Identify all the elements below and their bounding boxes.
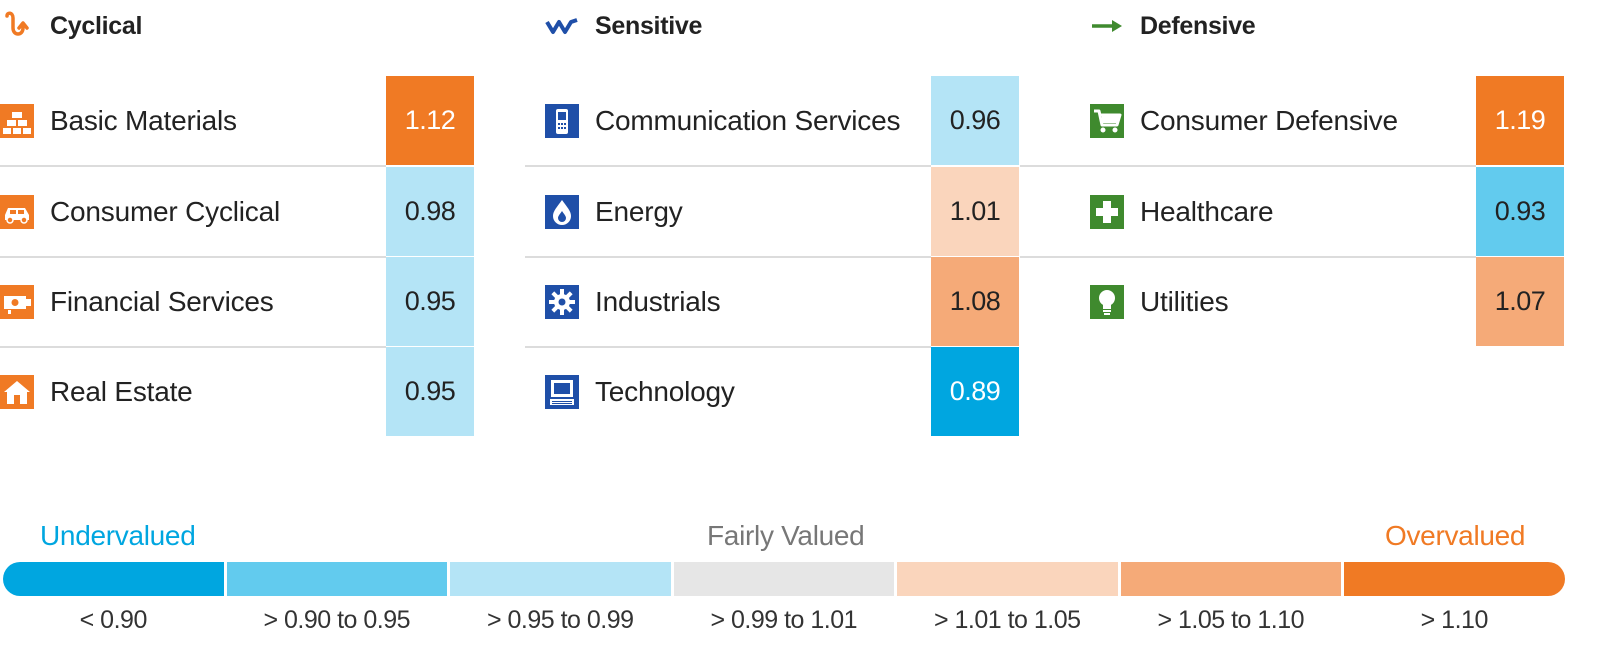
sector-row-healthcare: Healthcare (1090, 167, 1274, 257)
phone-icon (545, 104, 579, 138)
valuation-value: 0.96 (931, 76, 1019, 165)
light-bulb-icon (1090, 285, 1124, 319)
sector-row-real-estate: Real Estate (0, 347, 193, 437)
valuation-value: 1.08 (931, 257, 1019, 346)
cyclical-wave-icon (0, 8, 34, 44)
legend-band (897, 562, 1118, 596)
sector-row-industrials: Industrials (545, 257, 721, 347)
legend-band-label: > 1.10 (1420, 606, 1489, 634)
valuation-value: 0.89 (931, 347, 1019, 436)
valuation-value: 0.95 (386, 257, 474, 346)
legend-band (673, 562, 894, 596)
legend-band (226, 562, 447, 596)
sector-name: Consumer Defensive (1140, 105, 1398, 136)
valuation-value: 1.19 (1476, 76, 1564, 165)
row-divider (0, 346, 386, 348)
legend-band-label: > 0.95 to 0.99 (486, 606, 634, 634)
valuation-value: 1.12 (386, 76, 474, 165)
sector-row-communication-services: Communication Services (545, 76, 900, 166)
house-icon (0, 375, 34, 409)
flame-icon (545, 195, 579, 229)
group-header: Defensive (1090, 8, 1256, 44)
legend-band (3, 562, 224, 596)
sector-name: Financial Services (50, 286, 274, 317)
valuation-value: 0.95 (386, 347, 474, 436)
sector-row-utilities: Utilities (1090, 257, 1229, 347)
sector-name: Industrials (595, 286, 721, 317)
sector-name: Technology (595, 376, 735, 407)
valuation-value: 0.98 (386, 167, 474, 256)
computer-icon (545, 375, 579, 409)
group-title: Defensive (1140, 11, 1256, 40)
sector-row-technology: Technology (545, 347, 735, 437)
legend-band-label: > 1.01 to 1.05 (933, 606, 1081, 634)
sector-name: Healthcare (1140, 196, 1274, 227)
row-divider (0, 256, 386, 258)
gold-bars-icon (0, 104, 34, 138)
car-icon (0, 195, 34, 229)
defensive-arrow-icon (1090, 8, 1124, 44)
sector-row-energy: Energy (545, 167, 683, 257)
group-header: Sensitive (545, 8, 702, 44)
legend-fairly-valued-label: Fairly Valued (707, 520, 865, 551)
sensitive-zigzag-icon (545, 8, 579, 44)
sector-name: Energy (595, 196, 683, 227)
sector-name: Real Estate (50, 376, 193, 407)
row-divider (1020, 256, 1476, 258)
sector-row-consumer-defensive: Consumer Defensive (1090, 76, 1398, 166)
row-divider (525, 256, 931, 258)
group-header: Cyclical (0, 8, 142, 44)
sector-name: Consumer Cyclical (50, 196, 280, 227)
legend-band (450, 562, 671, 596)
row-divider (1020, 165, 1476, 167)
shopping-cart-icon (1090, 104, 1124, 138)
valuation-value: 1.07 (1476, 257, 1564, 346)
legend-overvalued-label: Overvalued (1385, 520, 1526, 551)
legend-band (1344, 562, 1565, 596)
legend-band (1120, 562, 1341, 596)
sector-row-basic-materials: Basic Materials (0, 76, 237, 166)
money-icon (0, 285, 34, 319)
medical-cross-icon (1090, 195, 1124, 229)
valuation-value: 0.93 (1476, 167, 1564, 256)
sector-row-financial-services: Financial Services (0, 257, 274, 347)
valuation-value: 1.01 (931, 167, 1019, 256)
group-title: Cyclical (50, 11, 143, 40)
gear-icon (545, 285, 579, 319)
row-divider (0, 165, 386, 167)
legend-undervalued-label: Undervalued (40, 520, 196, 551)
legend-band-label: > 0.99 to 1.01 (710, 606, 858, 634)
legend-band-label: > 1.05 to 1.10 (1157, 606, 1305, 634)
sector-name: Utilities (1140, 286, 1229, 317)
sector-name: Basic Materials (50, 105, 237, 136)
sector-name: Communication Services (595, 105, 901, 136)
legend-band-label: < 0.90 (79, 606, 148, 634)
sector-row-consumer-cyclical: Consumer Cyclical (0, 167, 280, 257)
legend-band-label: > 0.90 to 0.95 (263, 606, 411, 634)
group-title: Sensitive (595, 11, 703, 40)
row-divider (525, 346, 931, 348)
row-divider (525, 165, 931, 167)
